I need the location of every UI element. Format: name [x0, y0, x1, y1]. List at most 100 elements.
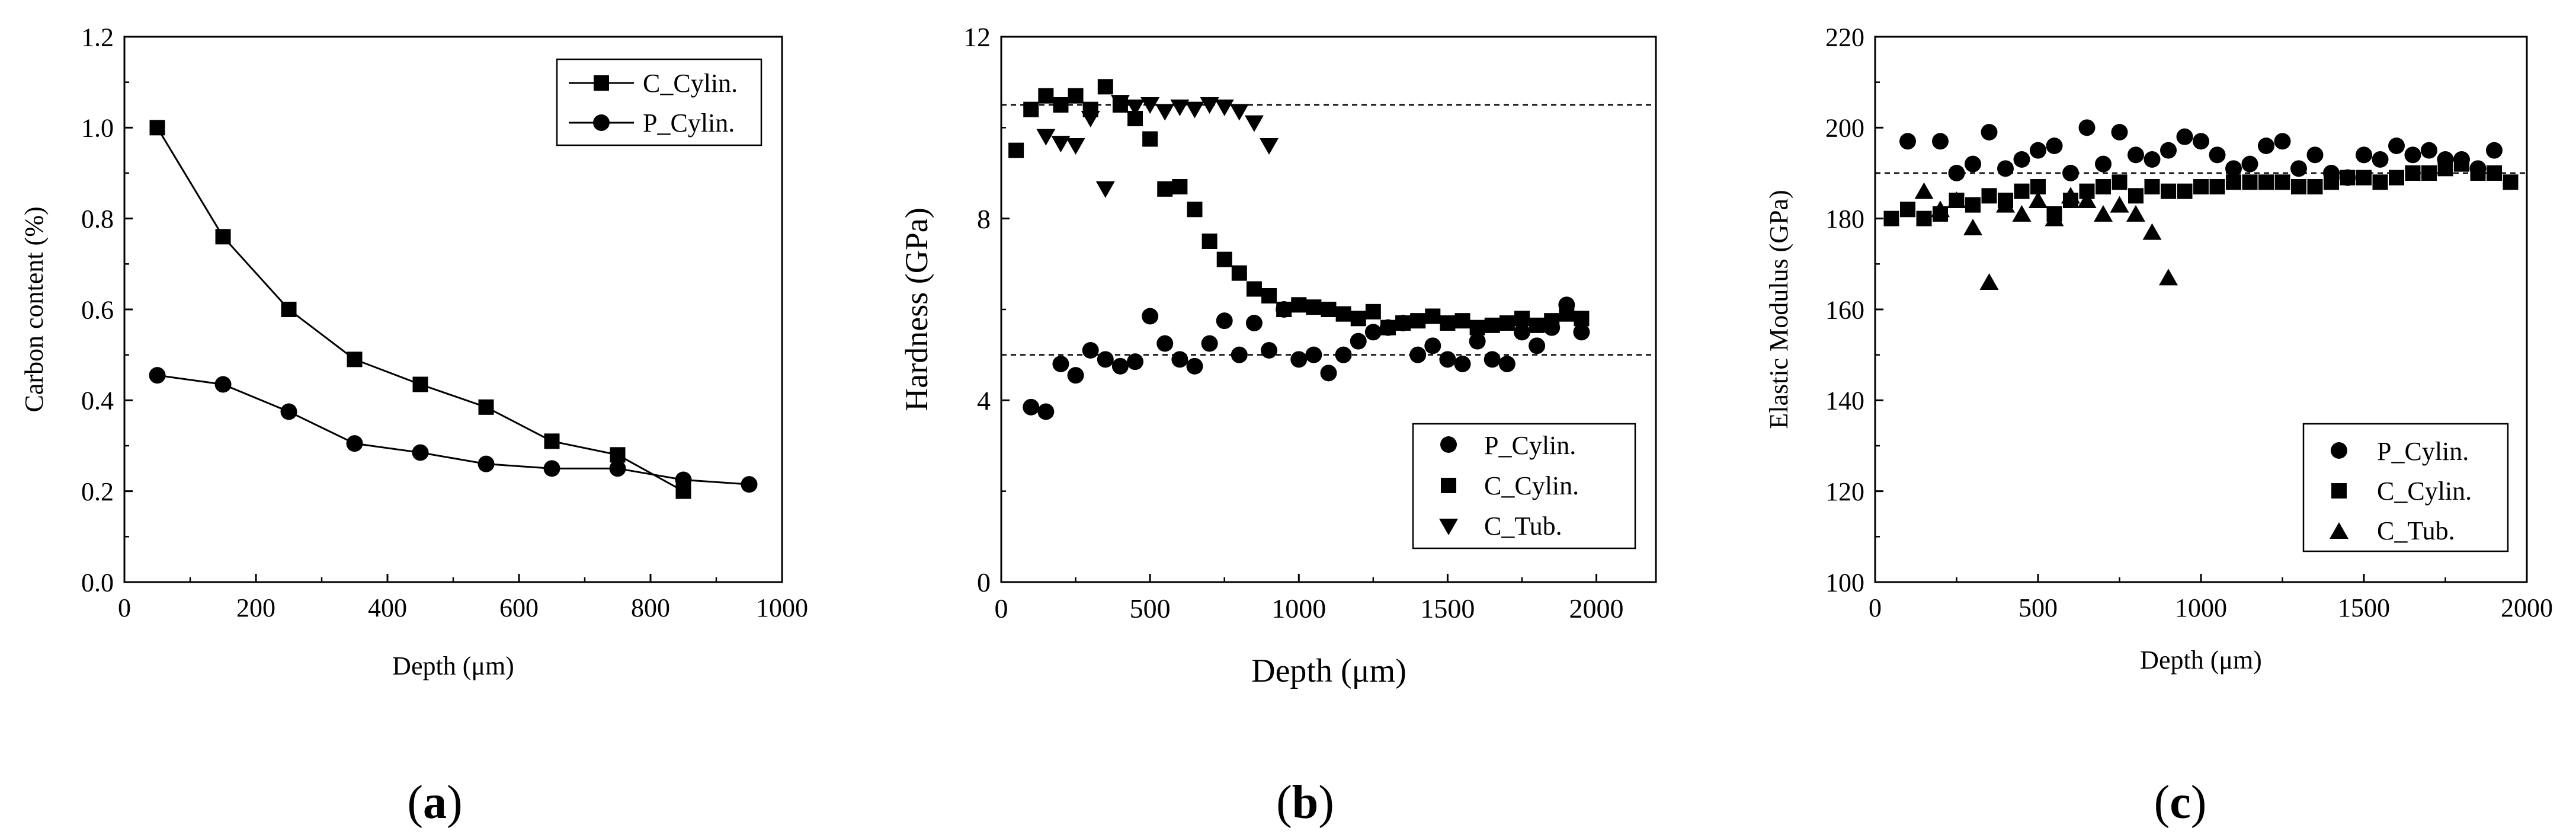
panel-label-a-open: ( — [407, 777, 423, 829]
data-point-p-cylin — [1932, 133, 1949, 150]
data-point-c-tub — [2126, 205, 2145, 222]
x-tick-label: 0 — [118, 593, 131, 622]
y-tick-label: 140 — [1825, 386, 1864, 416]
data-point-p-cylin — [1082, 342, 1099, 359]
data-point-c-cylin — [2389, 170, 2404, 186]
panel-c-legend-item-p-cylin: P_Cylin. — [2331, 437, 2469, 466]
x-tick-label: 0 — [995, 593, 1008, 624]
panel-label-a-close: ) — [447, 777, 463, 829]
panel-label-b-open: ( — [1276, 777, 1292, 829]
data-point-p-cylin — [1513, 324, 1530, 341]
data-point-p-cylin — [2404, 146, 2421, 164]
y-tick-label: 160 — [1825, 295, 1864, 324]
panel-c-marks — [1875, 119, 2527, 290]
data-point-p-cylin — [2290, 160, 2307, 177]
y-tick-label: 1.0 — [81, 114, 114, 143]
data-point-p-cylin — [2356, 146, 2372, 164]
data-point-p-cylin — [1948, 165, 1965, 181]
data-point-c-tub — [2110, 196, 2129, 213]
data-point-c-tub — [2029, 191, 2048, 208]
data-point-c-cylin — [1142, 131, 1158, 147]
data-point-c-cylin — [1574, 311, 1590, 327]
data-point-c-cylin — [1916, 210, 1932, 226]
data-point-c-cylin — [2356, 170, 2372, 186]
legend-label-c-cylin: C_Cylin. — [643, 69, 738, 98]
data-point-p-cylin — [1111, 357, 1129, 375]
data-point-c-cylin — [2258, 174, 2274, 190]
x-tick-label: 0 — [1869, 593, 1882, 622]
data-point-p-cylin — [1409, 346, 1427, 363]
legend-marker-triangle-up — [2330, 522, 2348, 539]
data-point-p-cylin — [280, 403, 297, 420]
data-point-p-cylin — [1201, 335, 1218, 352]
data-point-p-cylin — [1127, 353, 1144, 370]
panel-c-legend-item-c-tub: C_Tub. — [2330, 516, 2455, 545]
data-point-p-cylin — [1231, 346, 1248, 363]
panel-b-ticks: 0 500 1000 1500 2000 0 4 8 12 — [963, 22, 1624, 624]
data-point-c-cylin — [2161, 183, 2176, 199]
x-tick-label: 2000 — [2501, 593, 2553, 622]
data-point-c-tub — [1931, 200, 1950, 218]
panel-label-b-letter: b — [1292, 777, 1319, 829]
legend-marker-triangle-down — [1439, 519, 1458, 535]
data-point-c-cylin — [2470, 165, 2486, 181]
x-tick-label: 2000 — [1569, 593, 1624, 624]
data-point-c-cylin — [610, 447, 626, 463]
data-point-c-tub — [1066, 138, 1085, 155]
y-tick-label: 12 — [963, 22, 991, 52]
data-point-p-cylin — [412, 444, 429, 461]
data-point-c-cylin — [1202, 234, 1217, 249]
data-point-c-cylin — [544, 433, 560, 449]
data-point-c-cylin — [2242, 174, 2258, 190]
data-point-p-cylin — [2388, 138, 2405, 154]
panel-a-carbon-content-chart: 0 200 400 600 800 1000 0.0 0.2 0.4 0.6 0.8 1.0 1.2 C… — [20, 23, 808, 680]
panel-label-c-open: ( — [2154, 777, 2170, 829]
data-point-c-tub — [1081, 111, 1100, 127]
data-point-c-tub — [2159, 269, 2178, 286]
y-tick-label: 0 — [977, 567, 991, 597]
data-point-p-cylin — [2111, 124, 2128, 140]
data-point-p-cylin — [2078, 119, 2096, 136]
legend-label-p-cylin: P_Cylin. — [2377, 437, 2469, 466]
data-point-c-cylin — [2291, 179, 2306, 194]
data-point-c-tub — [1051, 136, 1071, 153]
y-tick-label: 180 — [1825, 204, 1864, 234]
data-point-c-cylin — [1900, 202, 1915, 218]
data-point-p-cylin — [2193, 133, 2209, 150]
series-c-tub — [1914, 182, 2178, 290]
data-point-c-cylin — [215, 229, 231, 245]
x-tick-label: 1000 — [756, 593, 808, 622]
data-point-c-tub — [1095, 181, 1115, 198]
panel-label-b: (b) — [1276, 777, 1334, 829]
data-point-c-cylin — [1559, 306, 1575, 322]
data-point-c-cylin — [1187, 202, 1203, 218]
panel-a-ticks: 0 200 400 600 800 1000 0.0 0.2 0.4 0.6 0.8 1.0 1.2 — [81, 23, 808, 622]
data-point-c-cylin — [1965, 197, 1981, 213]
data-point-p-cylin — [1261, 342, 1278, 359]
data-point-c-cylin — [1529, 317, 1545, 333]
legend-label-c-tub: C_Tub. — [1484, 512, 1562, 541]
panel-b-legend: P_Cylin. C_Cylin. C_Tub. — [1412, 423, 1636, 549]
data-point-c-cylin — [2307, 179, 2323, 194]
data-point-c-cylin — [1350, 311, 1366, 327]
data-point-p-cylin — [1498, 356, 1516, 372]
series-p-cylin — [149, 367, 758, 493]
data-point-p-cylin — [1245, 315, 1263, 331]
data-point-p-cylin — [1037, 403, 1055, 420]
panel-label-c-letter: c — [2170, 777, 2191, 829]
data-point-c-cylin — [1365, 303, 1381, 319]
data-point-p-cylin — [1439, 351, 1456, 368]
data-point-p-cylin — [2209, 146, 2226, 164]
data-point-c-cylin — [1276, 302, 1292, 317]
data-point-c-cylin — [2487, 165, 2502, 181]
data-point-p-cylin — [1469, 333, 1486, 350]
panel-a-legend: C_Cylin. P_Cylin. — [556, 58, 762, 146]
y-tick-label: 0.4 — [81, 386, 114, 416]
data-point-c-cylin — [1231, 265, 1247, 281]
data-point-p-cylin — [2030, 142, 2046, 159]
data-point-p-cylin — [1965, 155, 1981, 172]
data-point-c-tub — [1215, 99, 1234, 116]
data-point-p-cylin — [1454, 356, 1471, 372]
data-point-c-cylin — [1261, 288, 1277, 303]
data-point-c-tub — [1229, 104, 1249, 121]
